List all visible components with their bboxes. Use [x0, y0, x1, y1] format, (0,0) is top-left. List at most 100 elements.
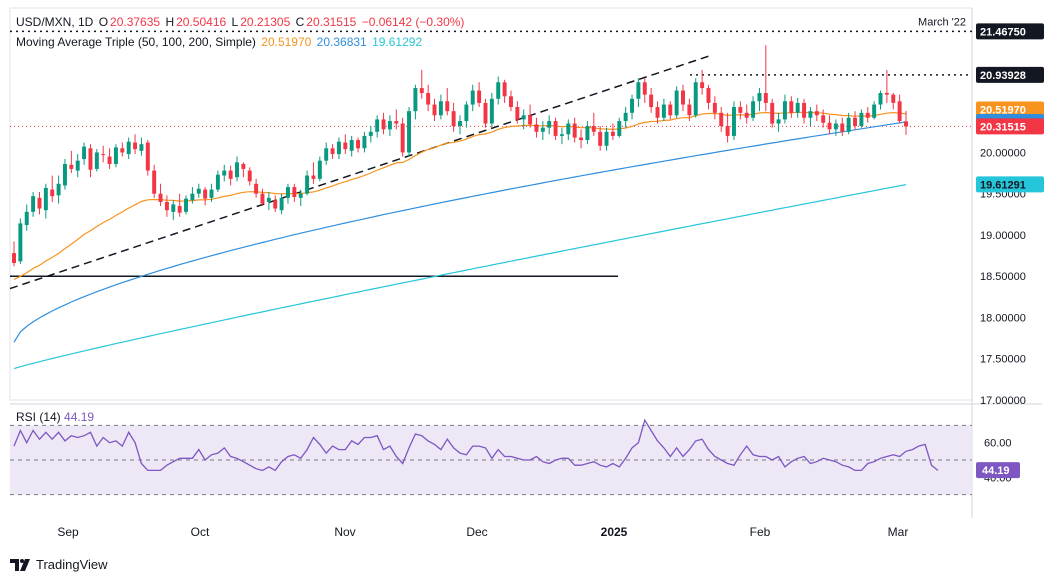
- brand-logo[interactable]: TradingView: [10, 557, 108, 572]
- candle-body: [43, 187, 48, 211]
- candle-body: [190, 193, 195, 201]
- candle: [731, 101, 736, 141]
- low-label: L: [231, 15, 239, 29]
- candle-body: [668, 104, 673, 116]
- candle: [62, 159, 67, 190]
- candle-body: [101, 154, 106, 156]
- candle-body: [62, 163, 67, 186]
- candle-body: [228, 170, 233, 179]
- candle: [636, 78, 641, 108]
- candle: [305, 170, 310, 196]
- candle: [177, 193, 182, 217]
- candle: [228, 165, 233, 186]
- candle: [617, 117, 622, 138]
- candle: [279, 193, 284, 215]
- candle-body: [636, 82, 641, 99]
- candle: [712, 96, 717, 120]
- candle-body: [470, 90, 475, 105]
- candle-body: [254, 183, 259, 194]
- candle-body: [458, 121, 462, 127]
- candle-body: [604, 131, 609, 146]
- candle-body: [865, 112, 870, 118]
- candle: [12, 241, 16, 267]
- candle-body: [585, 126, 590, 141]
- candle: [547, 115, 552, 135]
- candle: [222, 164, 227, 182]
- trendline: [9, 54, 713, 290]
- candle-body: [152, 170, 157, 194]
- candle-body: [88, 148, 93, 170]
- candle: [833, 119, 838, 136]
- candle: [649, 88, 654, 113]
- candle: [298, 189, 303, 207]
- candle-body: [814, 111, 819, 116]
- candle-body: [324, 148, 329, 161]
- candle-body: [464, 104, 469, 122]
- candle: [700, 69, 705, 95]
- candle: [681, 84, 685, 112]
- candle: [247, 167, 252, 186]
- candle-body: [630, 98, 635, 113]
- candle: [725, 112, 730, 143]
- candle-body: [521, 115, 526, 120]
- candle: [763, 45, 768, 112]
- candle-body: [107, 156, 112, 164]
- candle: [751, 96, 756, 122]
- price-badge-ma200: 19.61291: [980, 179, 1026, 191]
- candle: [897, 94, 902, 124]
- candle-body: [496, 82, 501, 99]
- candle-body: [120, 148, 125, 153]
- candle: [579, 129, 584, 149]
- candle: [50, 175, 55, 202]
- candle-body: [387, 121, 392, 130]
- candle: [566, 119, 571, 141]
- candle-body: [744, 112, 749, 118]
- candle: [311, 162, 316, 184]
- candle-body: [69, 164, 74, 169]
- candle: [451, 102, 456, 132]
- candle: [215, 170, 220, 193]
- candle-body: [674, 90, 679, 116]
- price-badge-level: 20.93928: [980, 70, 1026, 82]
- candle: [655, 101, 660, 124]
- candle: [846, 112, 851, 135]
- candle: [343, 134, 348, 155]
- candle-body: [776, 119, 781, 124]
- candle-body: [706, 88, 711, 103]
- candle: [139, 137, 144, 156]
- candle: [43, 183, 48, 219]
- candle-body: [553, 121, 558, 136]
- candle: [904, 110, 908, 135]
- candle: [502, 79, 507, 103]
- candle: [18, 218, 23, 264]
- ma-title[interactable]: Moving Average Triple (50, 100, 200, Sim…: [16, 35, 256, 49]
- candle-body: [343, 142, 348, 150]
- candle: [101, 145, 106, 163]
- candle-body: [502, 82, 507, 97]
- time-tick-label: Nov: [334, 525, 355, 539]
- candle: [324, 142, 329, 165]
- candle-body: [827, 122, 832, 130]
- high-value: 20.50416: [176, 15, 227, 29]
- price-tick-label: 17.00000: [980, 395, 1026, 407]
- candle: [515, 101, 520, 124]
- candle: [152, 164, 157, 198]
- symbol-label[interactable]: USD/MXN, 1D: [16, 15, 94, 29]
- candle: [668, 101, 673, 120]
- candle-body: [375, 119, 380, 132]
- open-value: 20.37635: [110, 15, 161, 29]
- event-label: March '22: [918, 16, 966, 28]
- time-tick-label: Feb: [750, 525, 771, 539]
- candle: [209, 183, 214, 202]
- candle-body: [617, 121, 622, 136]
- candle: [375, 115, 380, 138]
- time-axis: Sep Oct Nov Dec 2025 Feb Mar: [57, 525, 908, 539]
- candle: [553, 117, 558, 141]
- candle: [719, 107, 724, 132]
- candle-body: [572, 123, 577, 138]
- candle: [496, 76, 501, 105]
- rsi-title[interactable]: RSI (14): [16, 410, 61, 424]
- candle-body: [808, 111, 813, 118]
